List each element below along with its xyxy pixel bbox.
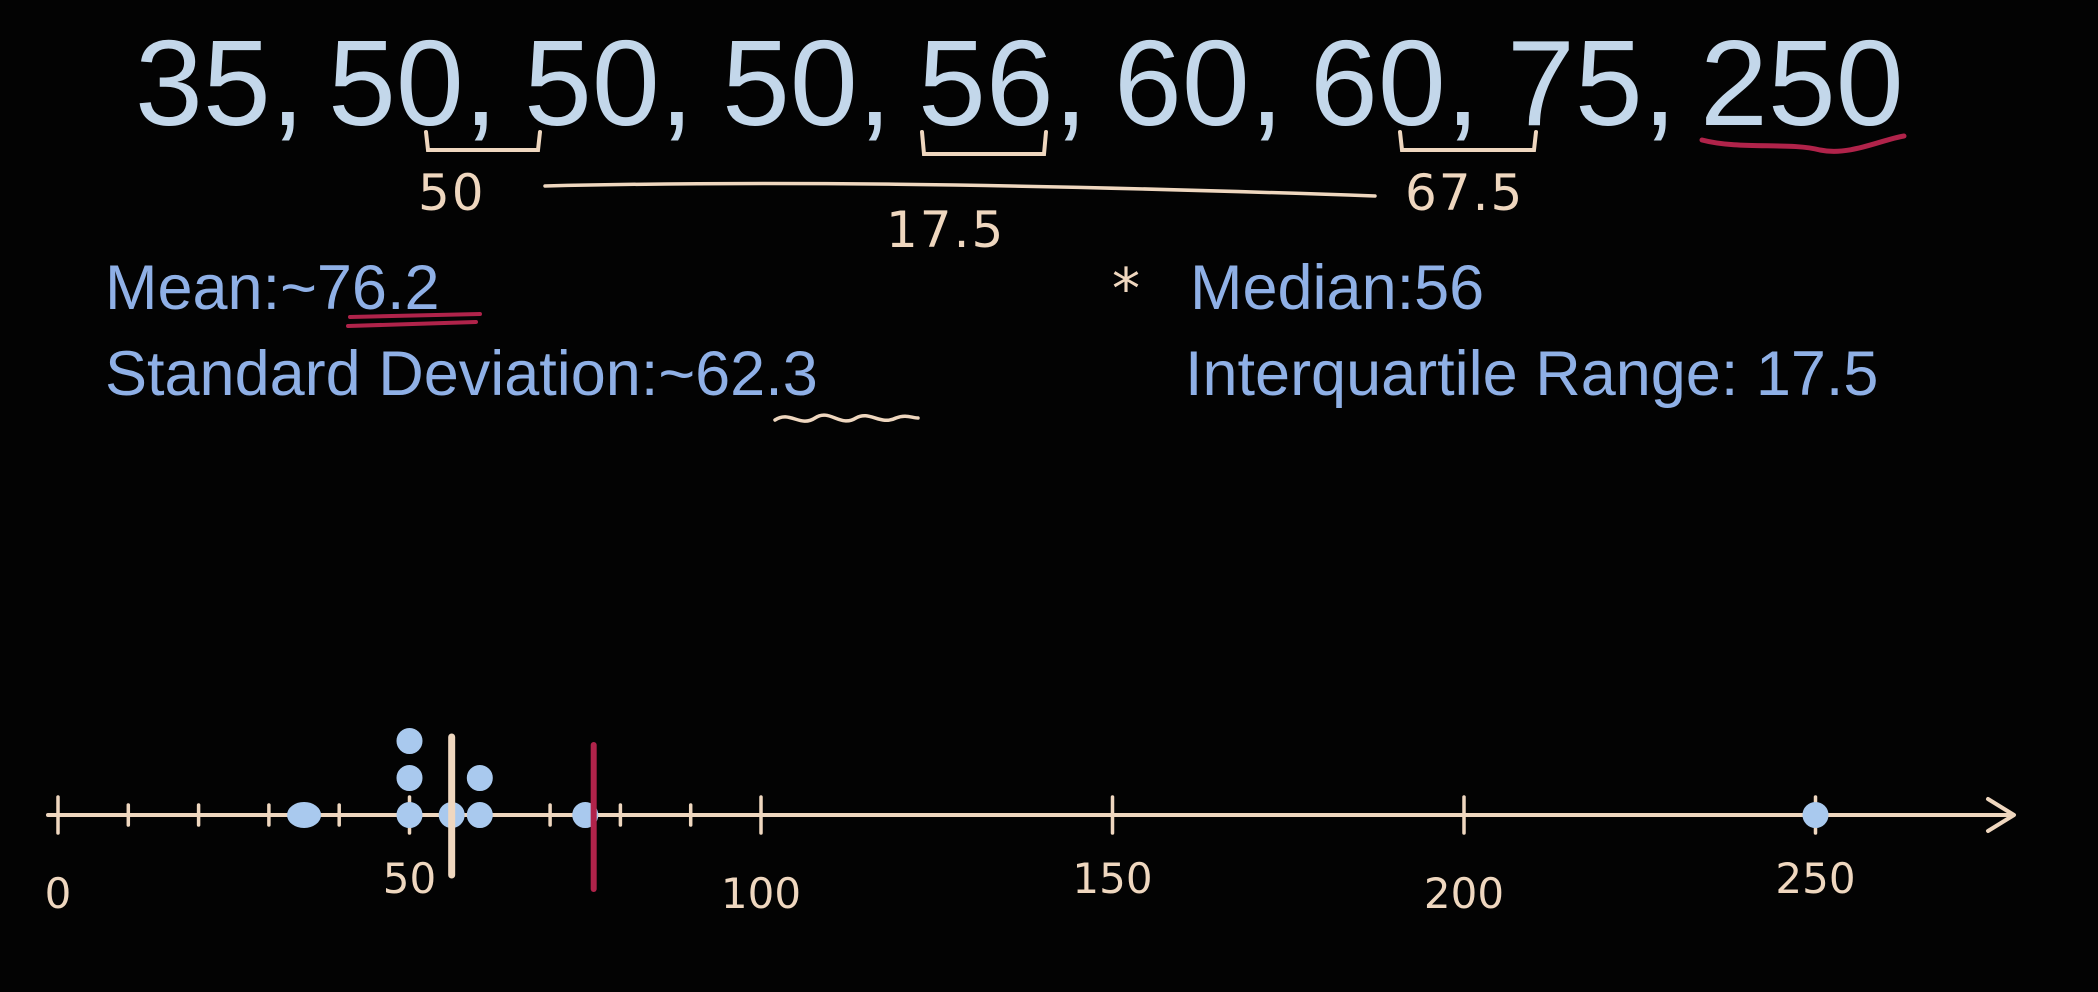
data-point xyxy=(287,802,322,828)
mean-stat: Mean:~76.2 xyxy=(105,252,440,324)
axis-tick-label: 100 xyxy=(720,869,802,918)
median-stat: Median:56 xyxy=(1190,253,1485,323)
sequence-value: 60, xyxy=(1310,15,1480,151)
axis-tick-label: 150 xyxy=(1072,854,1153,903)
std-stat: Standard Deviation:~62.3 xyxy=(105,338,818,410)
data-point xyxy=(396,765,423,791)
axis-tick-label: 250 xyxy=(1775,854,1856,903)
data-point xyxy=(396,728,423,754)
mean-label: Mean:~ xyxy=(105,253,317,323)
q3-bracket xyxy=(1398,130,1538,152)
sequence-value: 56, xyxy=(918,15,1088,151)
number-line xyxy=(46,728,2016,892)
sequence-value: 60, xyxy=(1114,15,1284,151)
q1-bracket xyxy=(424,130,542,152)
sequence-value: 250 xyxy=(1700,15,1904,151)
sequence-value: 50, xyxy=(524,15,694,151)
q1-annotation: 50 xyxy=(418,164,486,222)
mean-value: 76.2 xyxy=(316,253,440,323)
outlier-underline xyxy=(1699,133,1907,154)
std-label: Standard Deviation:~ xyxy=(105,339,696,409)
q3-annotation: 67.5 xyxy=(1405,164,1525,222)
number-line-arrow xyxy=(1986,797,2016,833)
sequence-value: 75, xyxy=(1507,15,1677,151)
iqr-stat: Interquartile Range: 17.5 xyxy=(1185,339,1879,409)
data-point xyxy=(1802,802,1829,828)
data-point xyxy=(466,802,493,828)
axis-tick-label: 0 xyxy=(44,869,72,918)
sequence-value: 50, xyxy=(328,15,498,151)
axis-tick-label: 50 xyxy=(382,854,437,903)
data-point xyxy=(396,802,423,828)
iqr-span-line xyxy=(543,181,1377,198)
axis-tick-label: 200 xyxy=(1423,869,1505,918)
data-sequence: 35, 50, 50, 50, 56, 60, 60, 75, 250 xyxy=(0,18,2098,148)
sequence-value: 50, xyxy=(722,15,892,151)
median-bracket xyxy=(920,130,1048,156)
std-underline xyxy=(773,413,920,423)
iqr-annotation: 17.5 xyxy=(886,201,1006,259)
sequence-value: 35, xyxy=(135,15,305,151)
data-point xyxy=(466,765,493,791)
median-asterisk: * xyxy=(1112,257,1140,322)
std-value: 62.3 xyxy=(695,339,818,409)
mean-underline xyxy=(346,312,482,328)
